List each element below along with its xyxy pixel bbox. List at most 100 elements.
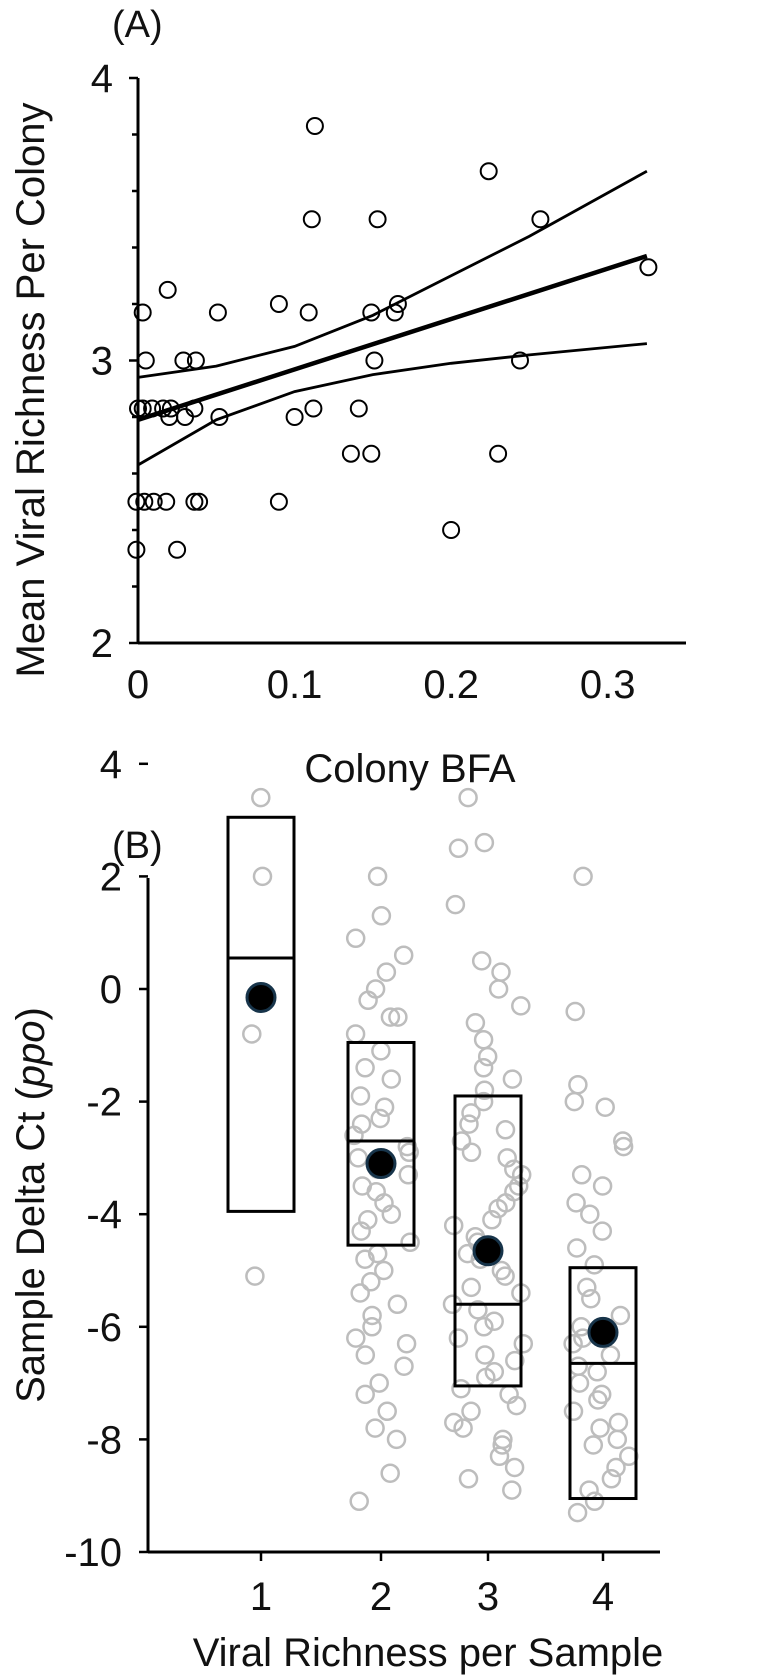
data-point <box>580 1204 600 1224</box>
y-tick-label: 2 <box>100 855 122 899</box>
data-point <box>374 1097 395 1117</box>
data-point <box>592 1176 613 1196</box>
data-point <box>564 1091 585 1112</box>
data-point <box>502 1480 522 1500</box>
data-point <box>355 1384 375 1405</box>
box-iqr <box>453 1094 523 1388</box>
data-point <box>386 1429 407 1450</box>
data-point <box>475 1345 495 1365</box>
data-point <box>157 492 176 511</box>
data-point <box>448 1328 469 1348</box>
x-tick-label: 2 <box>370 1575 392 1619</box>
data-point <box>345 1024 366 1044</box>
fit-line <box>137 253 648 422</box>
data-point <box>571 1165 592 1185</box>
data-point <box>458 787 478 808</box>
data-point <box>380 1007 401 1027</box>
data-point <box>346 1328 366 1348</box>
data-point <box>398 1165 419 1185</box>
data-point <box>358 1210 378 1230</box>
panel-a-x-axis-title: Colony BFA <box>304 747 516 791</box>
y-tick-label: -10 <box>64 1531 122 1575</box>
data-point <box>251 787 271 808</box>
data-point <box>135 492 154 511</box>
data-point <box>506 1395 527 1416</box>
data-point <box>639 258 658 277</box>
data-point <box>362 1305 382 1326</box>
data-point <box>355 1058 375 1078</box>
data-point <box>174 351 193 370</box>
y-tick-label: -6 <box>86 1306 122 1350</box>
data-point <box>459 1114 479 1134</box>
data-point <box>269 492 288 511</box>
data-point <box>497 1148 517 1168</box>
data-point <box>488 1198 508 1219</box>
panel-b-label: (B) <box>112 825 163 867</box>
data-point <box>471 951 492 971</box>
data-point <box>394 1356 414 1376</box>
y-tick-label: 4 <box>91 57 113 101</box>
data-point <box>127 492 146 511</box>
data-point <box>299 303 318 322</box>
panel-b-boxes <box>226 815 638 1501</box>
box-mean-marker <box>587 1316 619 1348</box>
y-tick-label: -8 <box>86 1418 122 1462</box>
data-point <box>484 1311 504 1331</box>
data-point <box>474 1317 494 1337</box>
data-point <box>502 1069 523 1089</box>
data-point <box>358 990 378 1011</box>
data-point <box>387 1294 408 1315</box>
data-point <box>349 399 368 418</box>
data-point <box>374 1260 394 1281</box>
data-point <box>473 1029 494 1050</box>
box-mean-marker <box>472 1235 504 1267</box>
data-point <box>453 1418 473 1438</box>
data-point <box>583 1435 604 1455</box>
ci-upper-line <box>137 169 648 379</box>
y-tick-label: 0 <box>100 968 122 1012</box>
data-point <box>461 1277 481 1298</box>
panel-b-y-axis-title-italic: ppo <box>9 1020 53 1088</box>
x-tick-label: 0.3 <box>580 663 636 707</box>
data-point <box>448 838 469 859</box>
x-tick-label: 0.2 <box>423 663 479 707</box>
data-point <box>345 928 366 949</box>
data-point <box>304 399 323 418</box>
data-point <box>129 399 147 418</box>
box-iqr <box>346 1040 416 1247</box>
data-point <box>377 1401 397 1422</box>
data-point <box>348 1148 368 1168</box>
data-point <box>341 444 360 463</box>
panel-a-scatter: (A) Mean Viral Richness Per Colony Colon… <box>9 4 686 791</box>
data-point <box>569 1373 590 1393</box>
data-point <box>368 210 387 229</box>
box-mean-marker <box>365 1148 397 1180</box>
data-point <box>355 1249 375 1269</box>
data-point <box>610 1305 631 1326</box>
data-point <box>587 1362 607 1382</box>
data-point <box>361 1272 381 1292</box>
y-tick-label: -2 <box>86 1081 122 1125</box>
x-tick-label: 3 <box>477 1575 499 1619</box>
data-point <box>474 832 495 853</box>
data-point <box>479 162 498 181</box>
data-point <box>567 1502 588 1523</box>
data-point <box>563 1333 583 1354</box>
data-point <box>362 303 381 322</box>
data-point <box>133 303 152 322</box>
data-point <box>242 1024 262 1044</box>
data-point <box>393 945 414 965</box>
data-point <box>566 1193 586 1213</box>
data-point <box>442 521 461 539</box>
panel-b-y-axis-title-main: Sample Delta Ct ( <box>9 1087 53 1403</box>
data-point <box>601 1469 622 1489</box>
data-point <box>473 1058 494 1078</box>
data-point <box>186 351 205 370</box>
data-point <box>396 1333 417 1354</box>
data-point <box>190 492 209 511</box>
data-point <box>461 1401 481 1422</box>
data-point <box>606 1457 626 1478</box>
panel-b-y-axis-title-close: ) <box>9 1007 53 1020</box>
data-point <box>350 1283 370 1303</box>
data-point <box>451 1131 472 1151</box>
